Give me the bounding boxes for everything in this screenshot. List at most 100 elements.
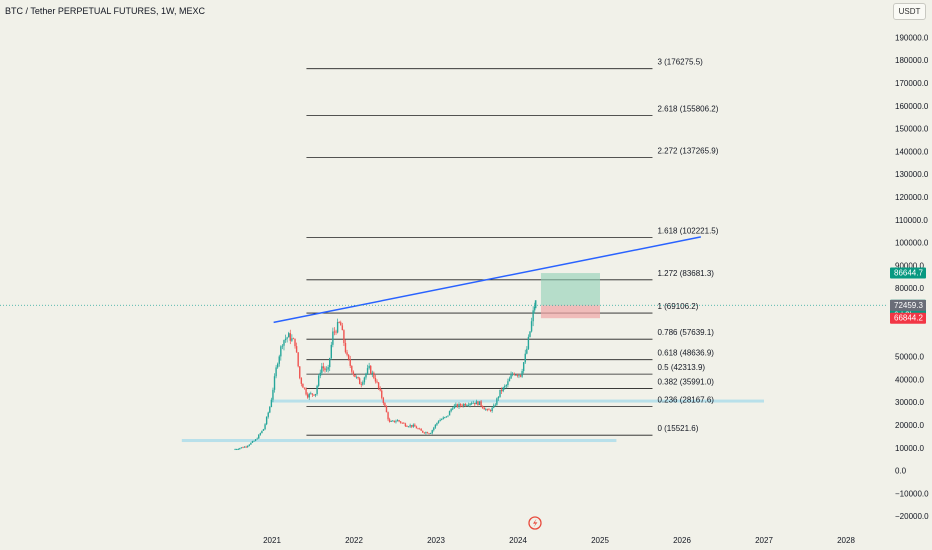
candle-body[interactable]: [269, 406, 271, 413]
candle-body[interactable]: [420, 428, 422, 431]
candle-body[interactable]: [461, 405, 463, 407]
candle-body[interactable]: [313, 394, 315, 396]
candle-body[interactable]: [247, 445, 249, 447]
candle-body[interactable]: [384, 403, 386, 407]
candle-body[interactable]: [251, 441, 254, 443]
candle-body[interactable]: [371, 372, 373, 374]
candle-body[interactable]: [497, 396, 500, 399]
candle-body[interactable]: [393, 420, 396, 423]
candle-body[interactable]: [396, 420, 399, 422]
candle-body[interactable]: [243, 446, 246, 448]
candle-body[interactable]: [521, 371, 523, 377]
candle-body[interactable]: [415, 426, 418, 429]
candle-body[interactable]: [341, 325, 344, 331]
candle-body[interactable]: [475, 401, 478, 405]
candle-body[interactable]: [281, 345, 284, 347]
candle-body[interactable]: [434, 424, 437, 428]
candle-body[interactable]: [452, 408, 454, 410]
candle-body[interactable]: [237, 449, 239, 450]
candle-body[interactable]: [276, 363, 279, 368]
candle-body[interactable]: [289, 333, 291, 341]
candle-body[interactable]: [322, 366, 325, 369]
candle-body[interactable]: [429, 433, 432, 434]
candle-body[interactable]: [444, 417, 446, 418]
candle-body[interactable]: [398, 420, 400, 422]
support-zone-0[interactable]: [272, 399, 764, 403]
candle-body[interactable]: [278, 356, 280, 364]
candle-body[interactable]: [534, 306, 536, 311]
candle-body[interactable]: [363, 377, 366, 383]
candle-body[interactable]: [352, 371, 355, 375]
candle-body[interactable]: [297, 352, 299, 367]
candle-body[interactable]: [422, 430, 424, 433]
candle-body[interactable]: [306, 394, 309, 398]
candle-body[interactable]: [248, 444, 250, 446]
candle-body[interactable]: [256, 438, 258, 440]
candle-body[interactable]: [240, 447, 243, 449]
candle-body[interactable]: [399, 421, 402, 423]
candle-body[interactable]: [530, 321, 533, 332]
candle-body[interactable]: [515, 374, 517, 376]
candle-body[interactable]: [286, 337, 288, 339]
candle-body[interactable]: [508, 378, 511, 382]
candle-body[interactable]: [486, 409, 489, 411]
candle-body[interactable]: [406, 426, 408, 427]
candle-body[interactable]: [351, 365, 353, 372]
candle-body[interactable]: [456, 404, 459, 407]
candle-body[interactable]: [526, 348, 528, 354]
candle-body[interactable]: [466, 405, 468, 406]
candle-body[interactable]: [344, 342, 347, 353]
candle-body[interactable]: [340, 322, 342, 326]
candle-body[interactable]: [472, 402, 474, 404]
candle-body[interactable]: [275, 367, 277, 377]
candle-body[interactable]: [288, 333, 290, 338]
candle-body[interactable]: [264, 424, 266, 430]
candle-body[interactable]: [329, 358, 331, 368]
candle-body[interactable]: [425, 432, 427, 434]
candle-body[interactable]: [469, 403, 471, 406]
candle-body[interactable]: [524, 353, 526, 363]
candle-body[interactable]: [511, 373, 514, 375]
candle-body[interactable]: [336, 322, 339, 333]
candle-body[interactable]: [440, 419, 443, 420]
candle-body[interactable]: [234, 449, 236, 451]
candle-body[interactable]: [357, 376, 359, 379]
candle-body[interactable]: [447, 415, 449, 417]
candle-body[interactable]: [308, 393, 310, 398]
candle-body[interactable]: [310, 393, 312, 395]
candle-body[interactable]: [292, 338, 295, 340]
candle-body[interactable]: [448, 411, 451, 416]
candle-body[interactable]: [529, 331, 531, 337]
candle-body[interactable]: [294, 338, 296, 347]
candle-body[interactable]: [418, 428, 421, 430]
candle-body[interactable]: [235, 449, 238, 451]
candle-body[interactable]: [412, 424, 414, 427]
candle-body[interactable]: [442, 417, 444, 420]
candle-body[interactable]: [453, 405, 455, 409]
candle-body[interactable]: [417, 428, 419, 430]
candle-body[interactable]: [477, 401, 479, 406]
candle-body[interactable]: [273, 376, 276, 390]
candle-body[interactable]: [245, 446, 247, 448]
candle-body[interactable]: [382, 397, 385, 404]
candle-body[interactable]: [513, 373, 515, 375]
candle-body[interactable]: [242, 447, 244, 449]
candle-body[interactable]: [510, 374, 512, 379]
candle-body[interactable]: [317, 375, 320, 386]
candle-body[interactable]: [522, 362, 525, 372]
candle-body[interactable]: [437, 421, 440, 423]
candle-body[interactable]: [261, 430, 263, 434]
candle-body[interactable]: [519, 375, 522, 377]
candle-body[interactable]: [355, 376, 358, 378]
candle-body[interactable]: [516, 374, 519, 376]
candle-body[interactable]: [259, 433, 262, 435]
candle-body[interactable]: [445, 416, 448, 418]
candle-body[interactable]: [346, 352, 348, 355]
candle-body[interactable]: [464, 403, 467, 406]
candle-body[interactable]: [365, 373, 367, 378]
candle-body[interactable]: [302, 383, 304, 388]
candle-body[interactable]: [500, 389, 503, 392]
candle-body[interactable]: [239, 448, 241, 450]
candle-body[interactable]: [388, 419, 391, 422]
candle-body[interactable]: [481, 405, 484, 408]
